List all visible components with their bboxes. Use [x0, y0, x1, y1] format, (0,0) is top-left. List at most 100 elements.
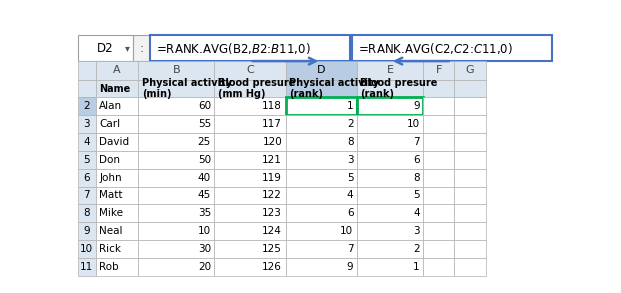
Text: John: John: [99, 173, 122, 183]
Bar: [96, 187, 138, 205]
Text: Name: Name: [99, 84, 130, 93]
Bar: [356, 98, 423, 115]
Bar: [214, 133, 286, 151]
Bar: [78, 80, 96, 98]
Bar: [356, 80, 423, 98]
Text: 125: 125: [262, 244, 282, 254]
Text: F: F: [436, 65, 442, 75]
Bar: [423, 98, 455, 115]
Text: C: C: [246, 65, 254, 75]
Bar: [78, 133, 96, 151]
Bar: [356, 151, 423, 169]
Bar: [214, 169, 286, 187]
Bar: [455, 222, 486, 240]
Bar: [214, 80, 286, 98]
Bar: [78, 187, 96, 205]
Text: 126: 126: [262, 262, 282, 272]
Bar: [356, 133, 423, 151]
Text: 10: 10: [340, 226, 353, 236]
Text: 4: 4: [413, 208, 420, 218]
Bar: [286, 98, 356, 115]
Text: =RANK.AVG(B2,$B$2:$B$11,0): =RANK.AVG(B2,$B$2:$B$11,0): [156, 41, 310, 56]
Text: 121: 121: [262, 155, 282, 165]
Text: 123: 123: [262, 208, 282, 218]
Text: 7: 7: [347, 244, 353, 254]
Text: Blood presure
(mm Hg): Blood presure (mm Hg): [218, 78, 295, 99]
Bar: [138, 169, 214, 187]
Text: Don: Don: [99, 155, 120, 165]
Bar: [138, 61, 214, 80]
Bar: [96, 133, 138, 151]
Bar: [96, 151, 138, 169]
Text: 1: 1: [347, 101, 353, 111]
Text: 10: 10: [407, 119, 420, 129]
Bar: [356, 258, 423, 276]
Bar: [96, 222, 138, 240]
Bar: [286, 205, 356, 222]
Text: 3: 3: [413, 226, 420, 236]
Bar: [423, 205, 455, 222]
Bar: [286, 222, 356, 240]
Text: 60: 60: [198, 101, 211, 111]
Bar: [96, 80, 138, 98]
Text: 5: 5: [413, 190, 420, 200]
Text: Mike: Mike: [99, 208, 124, 218]
Bar: [356, 240, 423, 258]
Text: Alan: Alan: [99, 101, 122, 111]
Bar: [214, 205, 286, 222]
Text: 5: 5: [83, 155, 90, 165]
Bar: [138, 151, 214, 169]
Text: Physical activity
(rank): Physical activity (rank): [289, 78, 379, 99]
Text: Rob: Rob: [99, 262, 119, 272]
Text: B: B: [173, 65, 180, 75]
Bar: [78, 35, 133, 61]
Bar: [78, 258, 96, 276]
Bar: [214, 222, 286, 240]
Bar: [286, 258, 356, 276]
Text: =RANK.AVG(C2,$C$2:$C$11,0): =RANK.AVG(C2,$C$2:$C$11,0): [358, 41, 513, 56]
Text: D2: D2: [97, 42, 114, 54]
Text: Rick: Rick: [99, 244, 121, 254]
Text: 3: 3: [83, 119, 90, 129]
Text: 2: 2: [413, 244, 420, 254]
Bar: [214, 61, 286, 80]
Text: 7: 7: [413, 137, 420, 147]
Bar: [96, 205, 138, 222]
Bar: [96, 61, 138, 80]
Bar: [455, 80, 486, 98]
Text: 20: 20: [198, 262, 211, 272]
Text: 8: 8: [83, 208, 90, 218]
Bar: [96, 240, 138, 258]
Bar: [214, 115, 286, 133]
Text: 2: 2: [83, 101, 90, 111]
Bar: [96, 98, 138, 115]
Text: 5: 5: [347, 173, 353, 183]
Text: 10: 10: [80, 244, 93, 254]
Bar: [138, 98, 214, 115]
Text: 9: 9: [413, 101, 420, 111]
Bar: [96, 169, 138, 187]
Bar: [78, 115, 96, 133]
Text: Neal: Neal: [99, 226, 123, 236]
Bar: [78, 169, 96, 187]
Bar: [455, 258, 486, 276]
Bar: [286, 98, 356, 115]
Bar: [455, 240, 486, 258]
Text: 8: 8: [413, 173, 420, 183]
Text: 119: 119: [262, 173, 282, 183]
Bar: [138, 133, 214, 151]
Text: G: G: [466, 65, 474, 75]
Text: Blood presure
(rank): Blood presure (rank): [360, 78, 438, 99]
Bar: [356, 169, 423, 187]
Bar: [455, 115, 486, 133]
Bar: [133, 35, 150, 61]
Text: 124: 124: [262, 226, 282, 236]
Bar: [138, 240, 214, 258]
Text: 25: 25: [197, 137, 211, 147]
Text: E: E: [386, 65, 394, 75]
Bar: [78, 151, 96, 169]
Bar: [455, 187, 486, 205]
Bar: [78, 61, 96, 80]
Bar: [286, 169, 356, 187]
Text: 4: 4: [347, 190, 353, 200]
